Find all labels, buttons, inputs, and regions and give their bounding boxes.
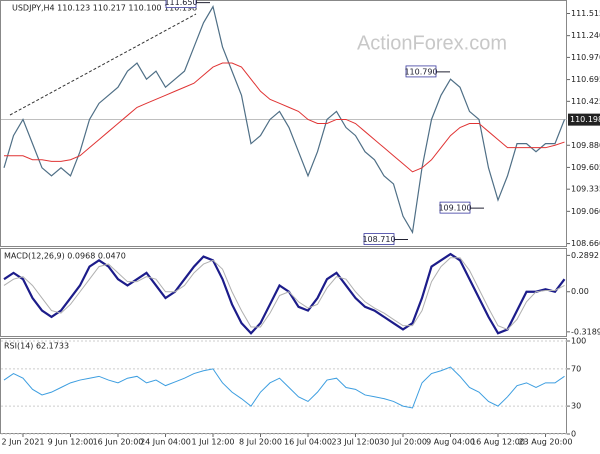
annotation-box (363, 233, 395, 245)
y-tick-label: 109.605 (571, 163, 600, 172)
macd-header: MACD(12,26,9) 0.0968 0.0470 (4, 252, 126, 261)
series-line (4, 62, 565, 173)
y-tick-label: 30 (571, 402, 581, 411)
x-tick-label: 1 Jul 12:00 (192, 438, 235, 447)
current-price-box (568, 113, 600, 126)
y-tick-label: 109.060 (571, 207, 600, 216)
x-tick-label: 16 Aug 12:00 (471, 438, 525, 447)
y-tick-label: 109.335 (571, 185, 600, 194)
x-tick-label: 23 Aug 20:00 (519, 438, 573, 447)
y-tick-label: 109.880 (571, 141, 600, 150)
x-tick-label: 24 Jun 04:00 (140, 438, 191, 447)
x-tick-label: 16 Jun 20:00 (93, 438, 144, 447)
annotation-label: 110.790 (404, 67, 437, 76)
annotation-box (165, 0, 197, 9)
y-tick-label: 0.2892 (571, 251, 599, 260)
y-tick-label: 108.660 (571, 239, 600, 248)
price-header: USDJPY,H4 110.123 110.217 110.100 110.19… (12, 4, 197, 13)
y-tick-label: -0.3189 (571, 327, 600, 336)
current-price-label: 110.198 (570, 115, 600, 124)
x-tick-label: 30 Jul 20:00 (379, 438, 427, 447)
watermark: ActionForex.com (357, 32, 507, 54)
x-tick-label: 23 Jul 12:00 (332, 438, 380, 447)
series-line (3, 257, 565, 331)
annotation-box (439, 201, 471, 214)
x-tick-label: 16 Jul 04:00 (284, 438, 332, 447)
y-tick-label: 110.695 (571, 75, 600, 84)
annotation-box (405, 65, 437, 78)
y-tick-label: 110.425 (571, 97, 600, 106)
rsi-panel (0, 338, 567, 434)
series-line (3, 366, 565, 409)
y-tick-label: 110.970 (571, 53, 600, 62)
series-line (3, 252, 566, 335)
y-tick-label: 0 (571, 430, 576, 439)
annotation-label: 109.100 (438, 204, 471, 213)
y-tick-label: 70 (571, 364, 581, 373)
macd-panel (0, 248, 567, 337)
rsi-header: RSI(14) 62.1733 (4, 342, 69, 351)
trend-line (9, 13, 197, 116)
y-tick-label: 111.240 (571, 31, 600, 40)
x-tick-label: 8 Jul 20:00 (239, 438, 282, 447)
x-tick-label: 9 Aug 04:00 (426, 438, 475, 447)
price-panel (0, 0, 567, 247)
y-tick-label: 100 (571, 337, 586, 346)
x-tick-label: 9 Jun 12:00 (48, 438, 94, 447)
y-tick-label: 0.00 (571, 287, 589, 296)
annotation-label: 108.710 (362, 235, 395, 244)
y-tick-label: 111.515 (571, 9, 600, 18)
x-tick-label: 2 Jun 2021 (1, 438, 44, 447)
series-line (3, 5, 566, 235)
annotation-label: 111.650 (164, 0, 197, 7)
